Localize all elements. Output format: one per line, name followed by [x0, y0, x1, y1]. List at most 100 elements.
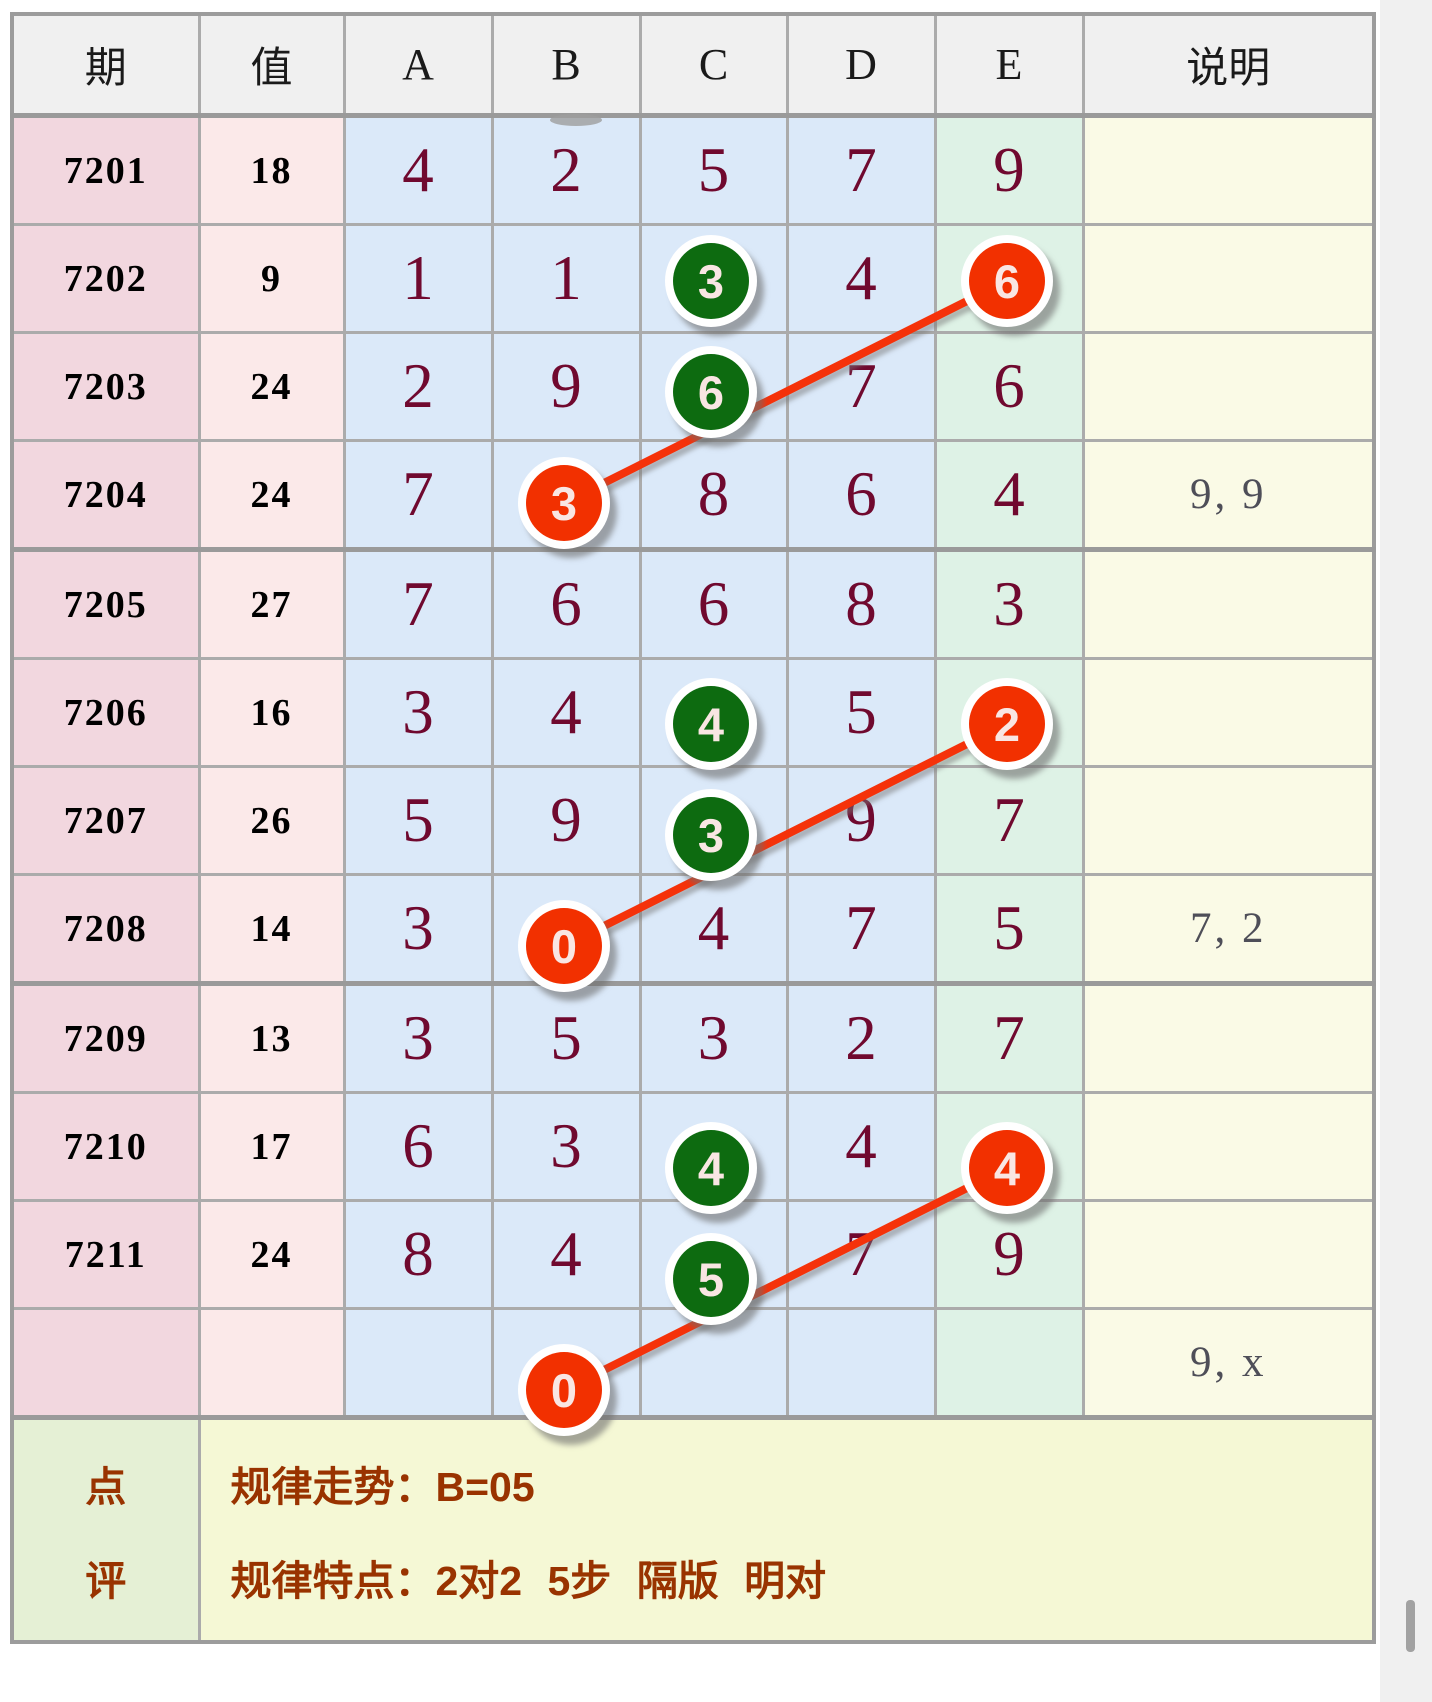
green-circle-marker: 4: [665, 678, 757, 770]
cell-e: 7: [933, 982, 1085, 1094]
value-cell: 27: [197, 548, 346, 660]
value-cell: 16: [197, 657, 346, 768]
cell-e: 4: [933, 439, 1085, 552]
red-circle-marker: 4: [961, 1122, 1053, 1214]
cell-d: 7: [785, 1199, 937, 1310]
red-circle-marker: 0: [518, 900, 610, 992]
period-cell: [10, 1307, 201, 1419]
note-cell: [1081, 1091, 1376, 1202]
value-cell: 17: [197, 1091, 346, 1202]
col-header-value: 值: [197, 12, 346, 118]
col-header-c: C: [638, 12, 789, 118]
cell-c: 8: [638, 439, 789, 552]
circle-digit: 0: [550, 1363, 578, 1417]
right-gutter: [1380, 0, 1432, 1702]
cell-b: 9: [490, 765, 642, 876]
cell-c: 5: [638, 114, 789, 226]
green-circle-marker: 3: [665, 789, 757, 881]
circle-digit: 4: [993, 1141, 1021, 1195]
period-cell: 7210: [10, 1091, 201, 1202]
cell-a: 3: [342, 982, 494, 1094]
cell-c: 3: [638, 982, 789, 1094]
cell-d: 5: [785, 657, 937, 768]
note-cell: [1081, 1199, 1376, 1310]
period-cell: 7205: [10, 548, 201, 660]
circle-digit: 3: [550, 476, 578, 530]
cell-d: 2: [785, 982, 937, 1094]
value-cell: 18: [197, 114, 346, 226]
cell-e: 5: [933, 873, 1085, 986]
cell-a: [342, 1307, 494, 1419]
comment-label-ping: 评: [85, 1557, 127, 1604]
col-header-a: A: [342, 12, 494, 118]
note-cell: [1081, 548, 1376, 660]
cell-b: 1: [490, 223, 642, 334]
cell-a: 1: [342, 223, 494, 334]
comment-line-trend: 规律走势：B=05: [230, 1464, 535, 1511]
cell-a: 2: [342, 331, 494, 442]
cell-b: 4: [490, 657, 642, 768]
cell-d: 7: [785, 873, 937, 986]
value-cell: 26: [197, 765, 346, 876]
circle-digit: 3: [697, 808, 725, 862]
note-cell: 9, x: [1081, 1307, 1376, 1419]
red-circle-marker: 3: [518, 457, 610, 549]
cell-a: 8: [342, 1199, 494, 1310]
table-row: 7204 24 7 8 6 4 9, 9: [10, 439, 1376, 552]
scrollbar-thumb[interactable]: [1406, 1600, 1415, 1652]
period-cell: 7201: [10, 114, 201, 226]
cell-a: 7: [342, 548, 494, 660]
cell-e: 3: [933, 548, 1085, 660]
col-header-note: 说明: [1081, 12, 1376, 118]
comment-row: 点 评 规律走势：B=05 规律特点：2对2 5步 隔版 明对: [10, 1415, 1376, 1644]
note-cell: [1081, 114, 1376, 226]
cell-a: 4: [342, 114, 494, 226]
value-cell: 24: [197, 1199, 346, 1310]
circle-digit: 3: [697, 254, 725, 308]
period-cell: 7206: [10, 657, 201, 768]
circle-digit: 2: [993, 697, 1021, 751]
table-row-next: 9, x: [10, 1307, 1376, 1419]
green-circle-marker: 4: [665, 1122, 757, 1214]
period-cell: 7211: [10, 1199, 201, 1310]
cell-d: 4: [785, 1091, 937, 1202]
red-circle-marker: 2: [961, 678, 1053, 770]
cell-e: 9: [933, 114, 1085, 226]
period-cell: 7209: [10, 982, 201, 1094]
cell-d: 7: [785, 114, 937, 226]
header-row: 期 值 A B C D E 说明: [10, 12, 1376, 118]
period-cell: 7208: [10, 873, 201, 986]
value-cell: 14: [197, 873, 346, 986]
cell-a: 5: [342, 765, 494, 876]
green-circle-marker: 5: [665, 1233, 757, 1325]
table-row: 7205 27 7 6 6 8 3: [10, 548, 1376, 660]
cell-a: 3: [342, 657, 494, 768]
note-cell: [1081, 657, 1376, 768]
cutoff-circle-shadow: [550, 114, 602, 126]
comment-line-feature: 规律特点：2对2 5步 隔版 明对: [230, 1557, 827, 1604]
value-cell: [197, 1307, 346, 1419]
cell-c: 6: [638, 548, 789, 660]
period-cell: 7207: [10, 765, 201, 876]
comment-text-cell: 规律走势：B=05 规律特点：2对2 5步 隔版 明对: [197, 1415, 1376, 1644]
comment-label-cell: 点 评: [10, 1415, 201, 1644]
col-header-e: E: [933, 12, 1085, 118]
circle-digit: 4: [697, 697, 725, 751]
note-cell: [1081, 223, 1376, 334]
cell-d: 4: [785, 223, 937, 334]
red-circle-marker: 0: [518, 1344, 610, 1436]
green-circle-marker: 3: [665, 235, 757, 327]
col-header-d: D: [785, 12, 937, 118]
period-cell: 7203: [10, 331, 201, 442]
period-cell: 7202: [10, 223, 201, 334]
table-row: 7210 17 6 3 4: [10, 1091, 1376, 1202]
cell-b: 5: [490, 982, 642, 1094]
cell-e: 7: [933, 765, 1085, 876]
value-cell: 13: [197, 982, 346, 1094]
cell-b: 3: [490, 1091, 642, 1202]
cell-e: 6: [933, 331, 1085, 442]
trend-chart: 期 值 A B C D E 说明 7201 18 4 2 5 7 9 7202 …: [10, 12, 1376, 1672]
circle-digit: 6: [697, 365, 725, 419]
cell-c: 4: [638, 873, 789, 986]
cell-b: 6: [490, 548, 642, 660]
